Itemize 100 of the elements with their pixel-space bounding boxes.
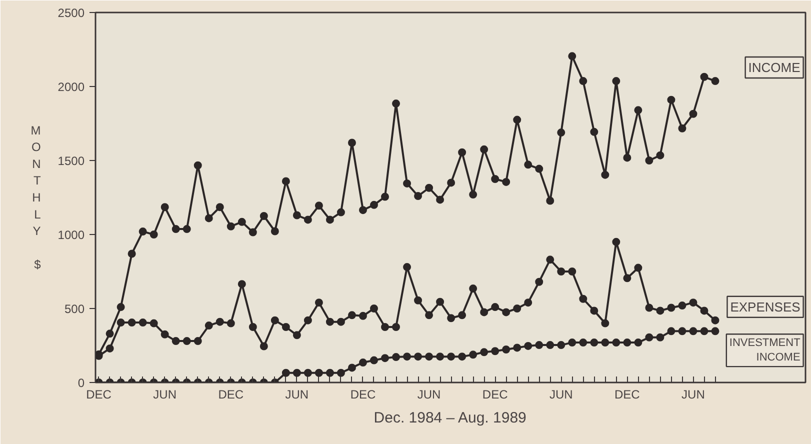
point bbox=[513, 304, 522, 312]
point bbox=[238, 280, 246, 288]
point bbox=[436, 196, 444, 204]
text: INCOME bbox=[748, 60, 801, 76]
point bbox=[535, 164, 544, 173]
point bbox=[579, 77, 588, 86]
point bbox=[304, 216, 312, 224]
point bbox=[612, 77, 620, 86]
point bbox=[292, 331, 301, 340]
point bbox=[282, 323, 290, 331]
point bbox=[546, 196, 554, 205]
point bbox=[634, 338, 642, 347]
point bbox=[348, 364, 356, 372]
point bbox=[469, 350, 478, 359]
point bbox=[150, 230, 158, 238]
point bbox=[601, 338, 610, 347]
point bbox=[590, 306, 598, 315]
point bbox=[116, 318, 125, 327]
point bbox=[568, 338, 576, 347]
point bbox=[348, 138, 356, 147]
point bbox=[689, 327, 698, 336]
point bbox=[458, 148, 466, 156]
point bbox=[204, 322, 213, 330]
point bbox=[238, 218, 246, 226]
point bbox=[491, 347, 500, 356]
point bbox=[425, 184, 434, 192]
point bbox=[336, 208, 345, 216]
point bbox=[172, 225, 180, 234]
x-tick-label: DEC bbox=[614, 388, 640, 402]
point bbox=[370, 356, 378, 364]
point bbox=[546, 256, 554, 264]
point bbox=[513, 344, 522, 352]
point bbox=[106, 344, 114, 352]
point bbox=[392, 100, 400, 108]
point bbox=[194, 337, 202, 346]
point bbox=[292, 211, 301, 220]
y-tick-label: 1000 bbox=[58, 228, 85, 242]
point bbox=[711, 316, 720, 324]
x-tick-label: DEC bbox=[86, 388, 112, 402]
point bbox=[392, 323, 400, 331]
point bbox=[358, 358, 367, 367]
point bbox=[689, 110, 698, 118]
point bbox=[568, 268, 576, 276]
point bbox=[160, 330, 169, 338]
point bbox=[260, 342, 268, 350]
point bbox=[326, 318, 334, 326]
point bbox=[403, 263, 412, 272]
point bbox=[546, 341, 554, 350]
point bbox=[458, 352, 466, 361]
point bbox=[172, 337, 180, 346]
point bbox=[370, 304, 378, 312]
point bbox=[270, 316, 279, 324]
point bbox=[128, 250, 136, 258]
point bbox=[414, 296, 422, 304]
point bbox=[260, 212, 268, 220]
point bbox=[678, 124, 686, 132]
point bbox=[326, 368, 334, 377]
point bbox=[226, 319, 235, 328]
point bbox=[204, 214, 213, 222]
point bbox=[282, 177, 290, 186]
x-tick-label: JUN bbox=[549, 388, 573, 402]
point bbox=[557, 341, 566, 350]
point bbox=[370, 200, 378, 209]
point bbox=[336, 368, 345, 377]
point bbox=[138, 318, 147, 327]
point bbox=[447, 178, 456, 187]
point bbox=[502, 308, 510, 316]
point bbox=[106, 330, 114, 338]
point bbox=[282, 368, 290, 377]
point bbox=[535, 278, 544, 286]
point bbox=[292, 368, 301, 377]
point bbox=[425, 311, 434, 320]
x-tick-label: JUN bbox=[682, 388, 705, 402]
point bbox=[160, 203, 169, 212]
point bbox=[524, 342, 532, 350]
point bbox=[645, 333, 654, 342]
point bbox=[314, 298, 323, 307]
point bbox=[612, 238, 620, 246]
point bbox=[645, 156, 654, 164]
point bbox=[590, 128, 598, 136]
point bbox=[656, 333, 664, 342]
point bbox=[480, 308, 488, 316]
point bbox=[414, 192, 422, 200]
point bbox=[381, 192, 390, 201]
point bbox=[590, 338, 598, 347]
point bbox=[403, 352, 412, 361]
point bbox=[381, 323, 390, 331]
x-tick-label: JUN bbox=[153, 388, 177, 402]
series-label: INVESTMENT INCOME bbox=[729, 337, 801, 364]
point bbox=[711, 77, 720, 86]
series-label: EXPENSES bbox=[730, 299, 801, 314]
x-tick-label: DEC bbox=[482, 388, 508, 402]
point bbox=[138, 228, 147, 236]
point bbox=[480, 145, 488, 154]
point bbox=[248, 228, 257, 236]
x-tick-label: JUN bbox=[417, 388, 441, 402]
point bbox=[480, 348, 488, 356]
point bbox=[425, 352, 434, 361]
point bbox=[491, 175, 500, 183]
point bbox=[656, 306, 664, 315]
